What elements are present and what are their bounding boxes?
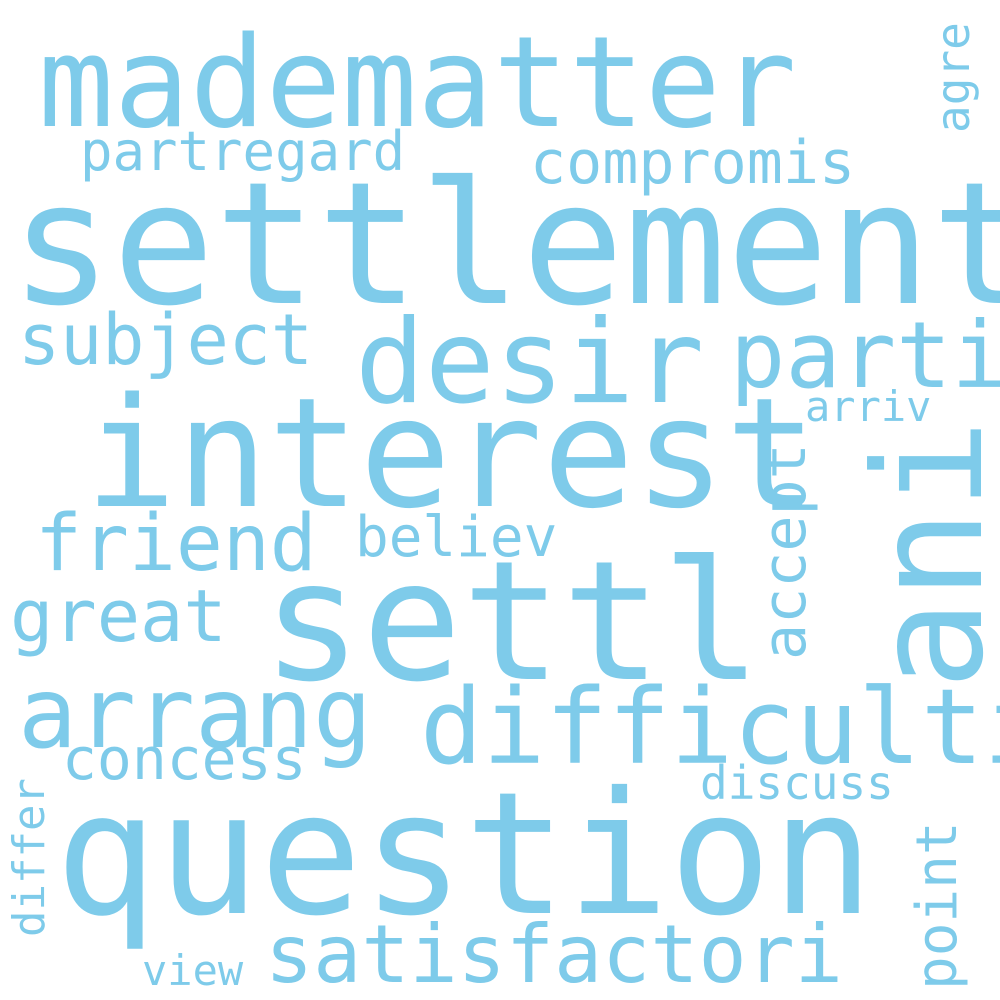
word-settlement: settlement bbox=[10, 146, 1000, 344]
word-subject: subject bbox=[18, 299, 314, 381]
word-arriv: arriv bbox=[805, 382, 932, 431]
word-differ: differ bbox=[4, 778, 55, 937]
word-great: great bbox=[10, 574, 227, 658]
word-ani: ani bbox=[843, 419, 1000, 690]
word-concess: concess bbox=[62, 725, 307, 793]
word-satisfactori: satisfactori bbox=[265, 908, 843, 1000]
word-friend: friend bbox=[35, 499, 317, 589]
word-view: view bbox=[142, 946, 244, 995]
word-compromis: compromis bbox=[530, 128, 856, 198]
word-partregard: partregard bbox=[80, 120, 406, 183]
word-madematter: madematter bbox=[38, 9, 797, 156]
word-interest: interest bbox=[85, 365, 818, 542]
word-accept: accept bbox=[750, 443, 820, 660]
word-arrang: arrang bbox=[18, 657, 373, 771]
word-discuss: discuss bbox=[700, 756, 894, 810]
word-settl: settl bbox=[262, 526, 762, 719]
word-question: question bbox=[55, 756, 874, 954]
word-believ: believ bbox=[355, 505, 558, 570]
word-desir: desir bbox=[355, 295, 705, 430]
word-agre: agre bbox=[926, 22, 980, 133]
word-point: point bbox=[905, 821, 970, 990]
word-difficulti: difficulti bbox=[420, 666, 1000, 788]
word-parti: parti bbox=[730, 302, 1000, 409]
